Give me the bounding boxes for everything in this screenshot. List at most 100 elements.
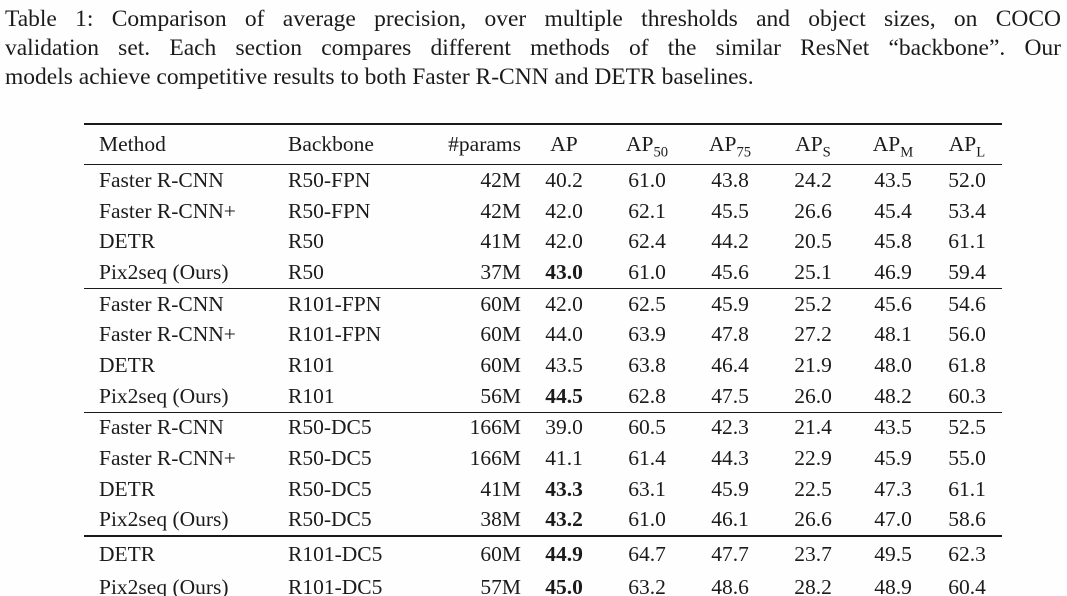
table-cell: 26.6 [794, 198, 832, 223]
table-cell: 45.9 [711, 476, 749, 501]
column-header-subscript: 50 [653, 144, 669, 161]
table-cell: 55.0 [948, 446, 986, 471]
table-cell: 37M [480, 259, 521, 284]
table-row: Pix2seq (Ours) R101 56M 44.5 62.8 47.5 26.0 48.… [84, 381, 1002, 412]
table-section: DETR R101-DC5 60M 44.9 64.7 47.7 23.7 49.5 62.3 P… [84, 536, 1002, 596]
table-cell: R101-DC5 [288, 541, 383, 566]
column-header: APM [872, 132, 914, 161]
table-cell: 38M [480, 507, 521, 532]
table-cell: 63.2 [628, 575, 666, 596]
table-caption: Table 1: Comparison of average precision… [0, 0, 1067, 92]
table-row: Faster R-CNN+ R50-FPN 42M 42.0 62.1 45.5 26.6 4… [84, 196, 1002, 227]
table-cell: R101-FPN [288, 291, 382, 316]
table-cell: 23.7 [794, 541, 832, 566]
table-cell: 46.4 [711, 352, 749, 377]
table-cell: 63.1 [628, 476, 666, 501]
table-cell: Pix2seq (Ours) [99, 575, 229, 596]
table-cell: Faster R-CNN [99, 415, 224, 440]
table-cell: 60M [480, 352, 521, 377]
table-cell: 166M [469, 415, 521, 440]
table-row: DETR R101 60M 43.5 63.8 46.4 21.9 48.0 61.8 [84, 350, 1002, 381]
table-cell: 45.9 [711, 291, 749, 316]
table-section: Faster R-CNN R50-DC5 166M 39.0 60.5 42.3 21.4 4… [84, 412, 1002, 536]
table-cell: DETR [99, 541, 156, 566]
header-row: Method Backbone #params AP AP50 AP75 APS APM APL [84, 124, 1002, 165]
column-header-subscript: M [900, 144, 914, 161]
table-row: Faster R-CNN+ R50-DC5 166M 41.1 61.4 44.3 22.9… [84, 443, 1002, 474]
table-cell: 43.0 [545, 259, 583, 284]
table-row: DETR R101-DC5 60M 44.9 64.7 47.7 23.7 49.5 62.3 [84, 536, 1002, 571]
table-cell: R50-FPN [288, 167, 371, 192]
table-cell: 21.9 [794, 352, 832, 377]
table-cell: R101 [288, 352, 335, 377]
table-row: DETR R50 41M 42.0 62.4 44.2 20.5 45.8 61.1 [84, 226, 1002, 257]
table-cell: DETR [99, 229, 156, 254]
table-cell: 22.5 [794, 476, 832, 501]
table-cell: 48.0 [874, 352, 912, 377]
table-cell: 47.8 [711, 322, 749, 347]
table-cell: R101-FPN [288, 322, 382, 347]
table-cell: 56.0 [948, 322, 986, 347]
table-cell: 22.9 [794, 446, 832, 471]
table-cell: 48.9 [874, 575, 912, 596]
table-cell: 45.9 [874, 446, 912, 471]
column-header: AP [550, 132, 578, 156]
table-cell: 63.9 [628, 322, 666, 347]
table-cell: 40.2 [545, 167, 583, 192]
table-cell: 60M [480, 541, 521, 566]
table-cell: 28.2 [794, 575, 832, 596]
table-cell: 61.0 [628, 507, 666, 532]
table-cell: 47.5 [711, 383, 749, 408]
table-cell: 47.3 [874, 476, 912, 501]
table-cell: 44.9 [545, 541, 583, 566]
table-cell: 45.6 [874, 291, 912, 316]
table-row: Pix2seq (Ours) R101-DC5 57M 45.0 63.2 48.6 28.… [84, 571, 1002, 596]
table-cell: 62.5 [628, 291, 666, 316]
table-cell: 53.4 [948, 198, 986, 223]
table-cell: Faster R-CNN [99, 167, 224, 192]
table-cell: 61.8 [948, 352, 986, 377]
table-cell: 43.8 [711, 167, 749, 192]
table-cell: 61.0 [628, 259, 666, 284]
table-row: Faster R-CNN R50-DC5 166M 39.0 60.5 42.3 21.4 4… [84, 412, 1002, 443]
table-cell: 47.0 [874, 507, 912, 532]
table-cell: 48.1 [874, 322, 912, 347]
column-header-subscript: 75 [736, 144, 752, 161]
table-cell: 61.4 [628, 446, 666, 471]
table-cell: R101-DC5 [288, 575, 383, 596]
column-header: APS [795, 132, 831, 161]
table-cell: 26.0 [794, 383, 832, 408]
column-header: #params [448, 132, 521, 156]
table-row: Pix2seq (Ours) R50-DC5 38M 43.2 61.0 46.1 26.6… [84, 505, 1002, 537]
table-cell: 59.4 [948, 259, 986, 284]
table-cell: 41M [480, 476, 521, 501]
table-cell: 45.4 [874, 198, 912, 223]
table-cell: 63.8 [628, 352, 666, 377]
table-cell: 64.7 [628, 541, 666, 566]
table-row: Faster R-CNN+ R101-FPN 60M 44.0 63.9 47.8 27.2… [84, 319, 1002, 350]
table-cell: 25.2 [794, 291, 832, 316]
table-cell: 62.1 [628, 198, 666, 223]
table-cell: 43.3 [545, 476, 583, 501]
caption-line: validation set. Each section compares di… [5, 35, 1061, 61]
table-cell: 20.5 [794, 229, 832, 254]
table-cell: Pix2seq (Ours) [99, 383, 229, 408]
table-cell: 62.8 [628, 383, 666, 408]
table-cell: R50-DC5 [288, 507, 372, 532]
table-cell: Faster R-CNN [99, 291, 224, 316]
column-header-subscript: L [976, 144, 986, 161]
table-cell: 52.0 [948, 167, 986, 192]
table-cell: 61.1 [948, 229, 986, 254]
table-cell: 48.6 [711, 575, 749, 596]
table-cell: 44.2 [711, 229, 749, 254]
table-cell: DETR [99, 352, 156, 377]
table-cell: 47.7 [711, 541, 749, 566]
column-header: Method [99, 132, 166, 156]
table-cell: 42M [480, 167, 521, 192]
table-cell: 62.4 [628, 229, 666, 254]
table-row: DETR R50-DC5 41M 43.3 63.1 45.9 22.5 47.3 61.1 [84, 474, 1002, 505]
table-cell: 60.4 [948, 575, 986, 596]
table-cell: R50 [288, 229, 324, 254]
table-cell: Pix2seq (Ours) [99, 259, 229, 284]
table-cell: Faster R-CNN+ [99, 198, 236, 223]
